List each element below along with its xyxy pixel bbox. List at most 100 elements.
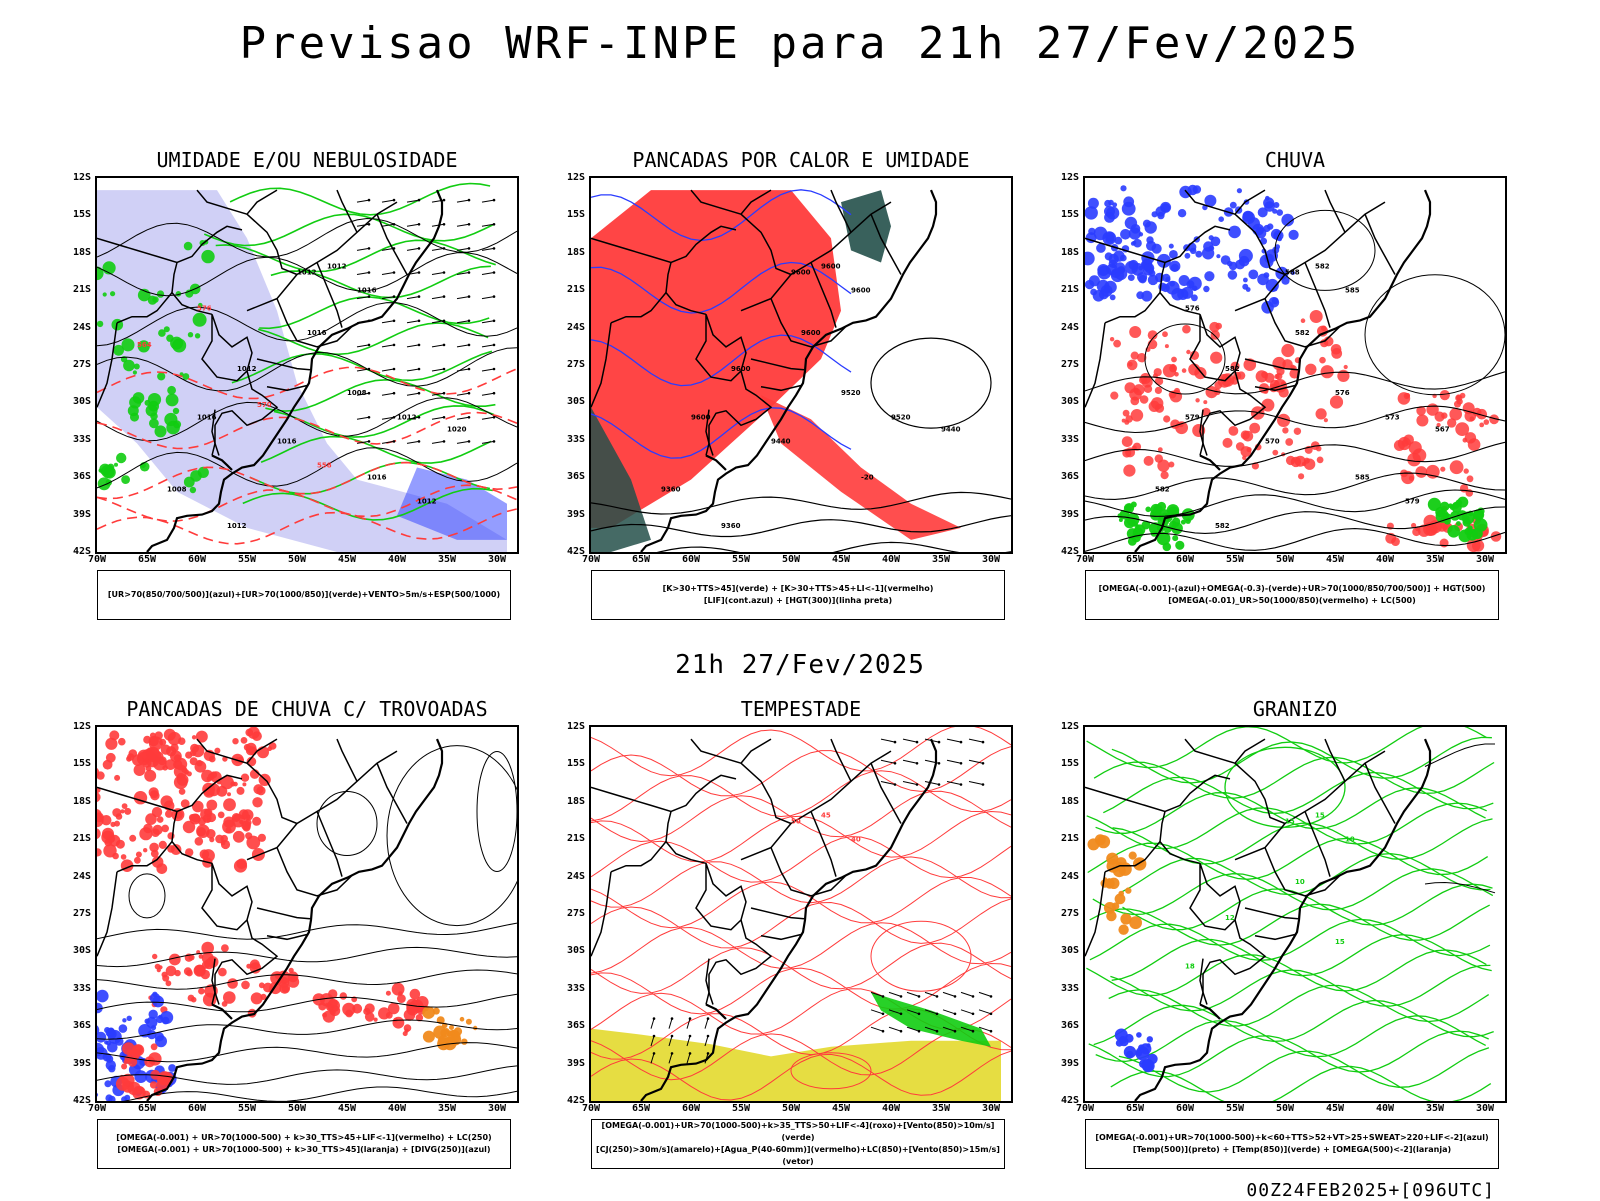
storm-red [198,954,204,959]
low-level-humidity [187,332,194,338]
lat-tick-label: 24S [566,870,585,882]
storm-red [246,963,252,969]
storm-red [144,769,157,782]
political-border [740,762,792,825]
lat-tick-label: 42S [1060,1095,1079,1106]
wind-vector [971,1012,975,1016]
omega-blue [1165,280,1180,295]
lat-tick-label: 12S [566,172,585,183]
wind-vector [467,198,471,202]
lon-tick-label: 40W [1375,1103,1395,1114]
political-border [610,292,667,324]
wind-vector [417,367,421,371]
wind-vector [456,320,470,324]
omega-red [1153,368,1162,377]
lon-tick-label: 50W [781,1103,801,1114]
storm-red [186,771,192,777]
omega-blue [1255,226,1264,235]
storm-red [402,1031,408,1037]
lat-tick-label: 42S [566,1095,585,1106]
political-border [1234,213,1286,276]
omega-red [1282,427,1289,434]
omega-red [1290,456,1302,468]
wind-vector [935,1029,939,1033]
wind-vector [417,391,421,395]
wind-vector [960,1026,974,1032]
wind-vector [686,1035,691,1047]
wind-vector [935,995,939,998]
omega-blue [1138,265,1143,271]
lat-tick-label: 39S [72,1057,91,1069]
lat-tick-label: 30S [566,396,585,408]
omega-blue [1273,202,1280,208]
coastline [640,189,938,552]
wind-vector [946,759,962,764]
lat-tick-label: 39S [566,1057,585,1069]
temp850-contour [1086,727,1487,769]
hgt500-line [1085,506,1505,534]
wind-vector [417,416,421,419]
omega-green [1171,522,1183,535]
wind-vector [968,781,984,785]
wind-vector [481,392,495,396]
omega-blue [1108,199,1114,206]
wind-vector [431,416,445,420]
omega-red [1242,430,1254,442]
wind-vector [367,198,371,202]
political-border [1234,750,1386,861]
wind-vector [492,391,496,395]
wind-vector [902,759,918,764]
storm-red [168,953,181,966]
contour-label: 582 [1225,365,1240,373]
hgt500-line [1085,441,1505,467]
wind-vector [456,440,470,444]
omega-green [1427,497,1441,511]
omega-red [1192,424,1206,437]
temp850-contour [1224,746,1346,828]
wind-vector [917,1029,921,1033]
divergence-blue [126,1015,132,1021]
low-level-humidity [194,333,201,339]
wind-vector [492,247,496,250]
lon-tick-label: 40W [881,1103,901,1114]
political-border [97,871,118,957]
wind-vector [706,1034,710,1038]
lat-tick-label: 30S [566,945,585,957]
low-level-humidity [121,475,130,484]
legend-line: [OMEGA(-0.01)_UR>50(1000/850)(vermelho) … [1168,596,1416,605]
omega500-orange [1087,838,1100,851]
lat-tick-label: 42S [566,546,585,557]
political-border [1364,213,1396,275]
omega-red [1182,324,1191,334]
lon-tick-label: 30W [487,554,507,565]
instability-fill [591,190,841,528]
storm-red [97,828,101,840]
omega-blue [1127,274,1135,281]
omega500-orange [1108,877,1120,889]
divergence-blue [152,991,158,997]
storm-red [109,730,120,741]
wind-vector [880,759,896,764]
storm-red [345,1009,353,1018]
omega-red [1157,447,1163,452]
omega-blue [1141,290,1153,302]
omega-red [1293,427,1302,435]
omega-green [1447,525,1460,538]
political-border [256,907,311,920]
storm-red [223,798,236,812]
contour-label: 9360 [721,522,741,530]
storm-red [328,989,338,999]
precipitable-water-contour [591,836,1011,883]
low-level-humidity [116,452,127,464]
storm-red [127,1057,138,1067]
wind-vector [942,1009,956,1015]
storm-red [121,1063,128,1070]
omega-blue [1087,197,1099,209]
temp850-contour [1089,903,1490,946]
omega-red [1148,400,1160,412]
contour-label: 9600 [851,287,871,295]
omega-green [1457,510,1468,521]
contour-label: 1020 [447,425,467,433]
omega-red [1130,409,1144,422]
storm-red [152,824,163,835]
